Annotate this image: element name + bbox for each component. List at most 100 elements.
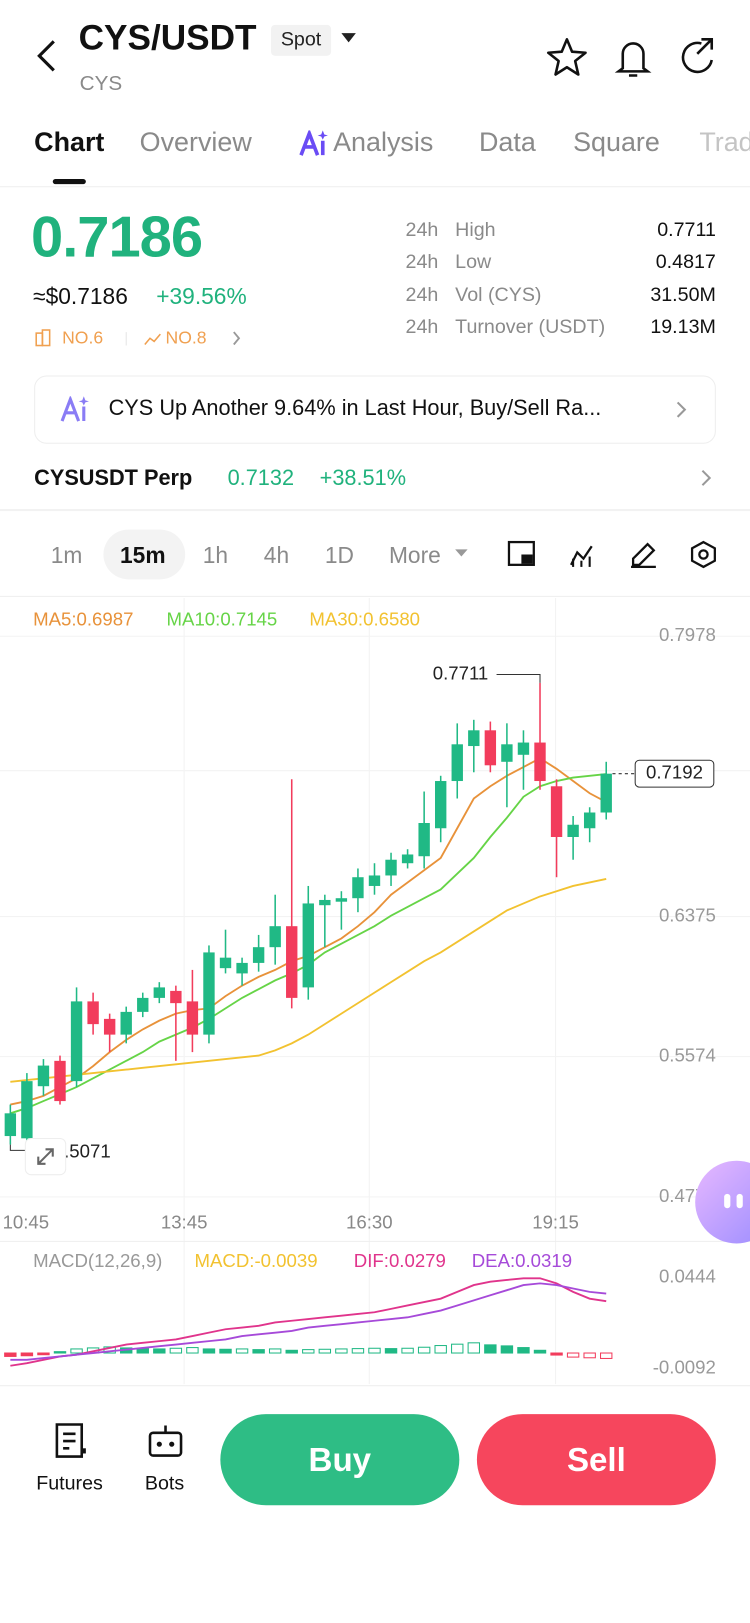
- interval[interactable]: 1h: [202, 542, 229, 568]
- interval[interactable]: 1m: [50, 542, 83, 568]
- back-button[interactable]: [31, 37, 62, 74]
- stat-value: 0.4817: [655, 251, 716, 274]
- perp-change: +38.51%: [319, 466, 407, 491]
- macd-bar: [20, 1352, 34, 1357]
- candle-body: [37, 1065, 50, 1087]
- tab[interactable]: Overview: [139, 126, 252, 158]
- interval-selected: [103, 529, 186, 580]
- x-tick-label: 19:15: [532, 1212, 579, 1233]
- candle-body: [319, 899, 331, 906]
- candle-body: [385, 859, 397, 876]
- macd-bar: [285, 1349, 298, 1354]
- news-text[interactable]: CYS Up Another 9.64% in Last Hour, Buy/S…: [108, 396, 602, 421]
- expand-button[interactable]: [24, 1137, 67, 1176]
- macd-bar: [235, 1348, 249, 1354]
- chart-tools[interactable]: [453, 540, 722, 577]
- macd-bar: [219, 1348, 232, 1354]
- macd-bar: [434, 1345, 447, 1354]
- divider: [0, 508, 750, 512]
- candle-body: [501, 744, 513, 762]
- candle-body: [269, 926, 281, 948]
- macd-bar: [417, 1346, 431, 1354]
- rank[interactable]: NO.6: [62, 327, 104, 348]
- macd-bar: [4, 1352, 17, 1357]
- candle-body: [236, 962, 248, 974]
- macd-bar: [186, 1347, 199, 1354]
- dropdown-icon[interactable]: [340, 32, 357, 44]
- interval[interactable]: 4h: [263, 542, 290, 568]
- tab-underline: [52, 178, 86, 185]
- stat-label: Vol (CYS): [455, 284, 542, 307]
- tab[interactable]: Square: [573, 126, 660, 158]
- stat-period: 24h: [405, 284, 439, 307]
- price-change: +39.56%: [156, 283, 247, 310]
- futures-icon[interactable]: [54, 1421, 89, 1460]
- chevron: [701, 469, 712, 486]
- tab[interactable]: Trade: [699, 126, 750, 158]
- macd-bar: [153, 1348, 166, 1354]
- bots-icon[interactable]: [147, 1423, 184, 1460]
- bots-label[interactable]: Bots: [144, 1473, 185, 1495]
- candle-body: [252, 947, 265, 963]
- tab[interactable]: Chart: [34, 126, 105, 158]
- candle-body: [87, 1001, 99, 1025]
- floating-assistant[interactable]: [695, 1160, 750, 1244]
- tab[interactable]: Analysis: [333, 126, 434, 158]
- candle-body: [550, 786, 563, 837]
- macd-bar: [268, 1348, 282, 1354]
- stat-value: 19.13M: [650, 316, 716, 339]
- macd-legend: DIF:0.0279: [354, 1250, 446, 1271]
- interval[interactable]: 15m: [120, 542, 166, 568]
- stat-label: Turnover (USDT): [455, 316, 606, 339]
- interval[interactable]: More: [388, 542, 441, 568]
- candle-body: [517, 742, 530, 755]
- y-tick-label: -0.0092: [653, 1357, 716, 1378]
- low-label: 0.5071: [54, 1140, 111, 1161]
- macd-bar: [600, 1352, 613, 1359]
- candle-body: [534, 742, 546, 782]
- macd-bar: [566, 1352, 580, 1358]
- tab[interactable]: Data: [478, 126, 536, 158]
- buy-button[interactable]: Buy: [220, 1414, 460, 1506]
- ai-icon: [299, 130, 328, 156]
- candle-body: [583, 812, 596, 829]
- x-tick-label: 10:45: [3, 1212, 50, 1233]
- perp-name[interactable]: CYSUSDT Perp: [34, 466, 193, 491]
- market-badge[interactable]: Spot: [271, 24, 332, 56]
- macd-bar: [583, 1352, 596, 1359]
- pair-title: CYS/USDT: [78, 18, 257, 58]
- macd-bar: [368, 1347, 381, 1354]
- x-tick-label: 13:45: [161, 1212, 208, 1233]
- candle-body: [153, 987, 166, 998]
- stat-value: 0.7711: [657, 219, 716, 242]
- interval[interactable]: 1D: [324, 542, 354, 568]
- pair-subtitle: CYS: [79, 72, 123, 96]
- futures-label[interactable]: Futures: [36, 1473, 103, 1495]
- macd-bar: [70, 1348, 83, 1354]
- last-price-box: [634, 759, 715, 788]
- rank-icons: [35, 329, 241, 347]
- macd-legend: MACD(12,26,9): [33, 1250, 162, 1271]
- high-label: 0.7711: [433, 662, 489, 683]
- macd-bar: [318, 1348, 332, 1354]
- macd-bar: [484, 1344, 497, 1354]
- ma-legend: MA5:0.6987: [33, 609, 133, 630]
- rank[interactable]: NO.8: [165, 327, 207, 348]
- header-icons[interactable]: [546, 37, 722, 78]
- divider: [0, 186, 750, 188]
- candle-body: [335, 898, 348, 902]
- candle-body: [484, 730, 497, 766]
- divider: [0, 1385, 750, 1387]
- candle-body: [186, 1001, 199, 1035]
- stat-value: 31.50M: [650, 284, 716, 307]
- macd-bar: [500, 1345, 514, 1354]
- news-card[interactable]: [34, 375, 716, 444]
- ma-legend: MA30:0.6580: [309, 609, 420, 630]
- last-price-label: 0.7192: [646, 762, 703, 783]
- stat-period: 24h: [405, 316, 439, 339]
- stat-label: High: [455, 219, 496, 242]
- y-tick-label: 0.5574: [659, 1045, 716, 1066]
- sell-button[interactable]: Sell: [476, 1414, 716, 1506]
